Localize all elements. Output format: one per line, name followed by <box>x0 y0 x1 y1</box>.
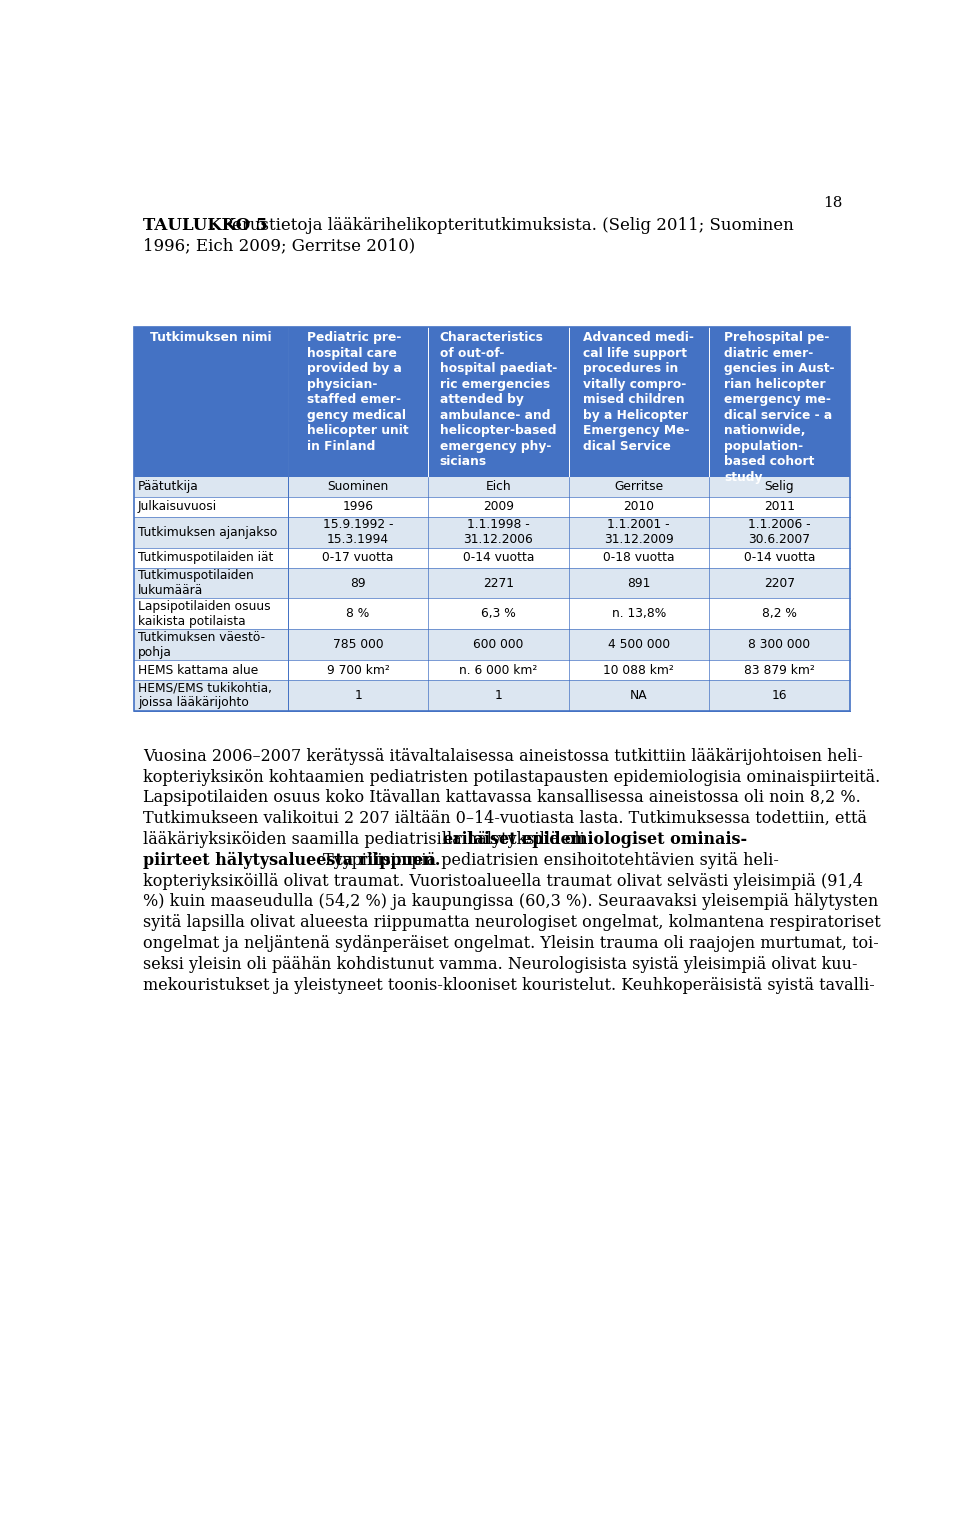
Text: 1: 1 <box>494 689 502 701</box>
Text: 1996: 1996 <box>343 500 373 513</box>
Bar <box>134 517 850 548</box>
Text: kopteriyksiкöillä olivat traumat. Vuoristoalueella traumat olivat selvästi yleis: kopteriyksiкöillä olivat traumat. Vuoris… <box>143 872 863 890</box>
Text: Advanced medi-
cal life support
procedures in
vitally compro-
mised children
by : Advanced medi- cal life support procedur… <box>584 332 694 453</box>
Text: Tutkimuksen nimi: Tutkimuksen nimi <box>150 332 272 344</box>
Text: Pediatric pre-
hospital care
provided by a
physician-
staffed emer-
gency medica: Pediatric pre- hospital care provided by… <box>307 332 409 453</box>
Text: kopteriyksiкön kohtaamien pediatristen potilastapausten epidemiologisia ominaisp: kopteriyksiкön kohtaamien pediatristen p… <box>143 769 880 786</box>
Text: mekouristukset ja yleistyneet toonis-klooniset kouristelut. Keuhkoperäisistä syi: mekouristukset ja yleistyneet toonis-klo… <box>143 976 875 993</box>
Text: 1996; Eich 2009; Gerritse 2010): 1996; Eich 2009; Gerritse 2010) <box>143 238 416 255</box>
Text: 4 500 000: 4 500 000 <box>608 639 670 651</box>
Text: 18: 18 <box>824 196 843 210</box>
Text: piirteet hälytysalueesta riippuen.: piirteet hälytysalueesta riippuen. <box>143 852 446 869</box>
Text: seksi yleisin oli päähän kohdistunut vamma. Neurologisista syistä yleisimpiä oli: seksi yleisin oli päähän kohdistunut vam… <box>143 956 857 973</box>
Text: Tutkimuspotilaiden
lukumäärä: Tutkimuspotilaiden lukumäärä <box>138 569 253 597</box>
Text: 0-14 vuotta: 0-14 vuotta <box>463 551 534 565</box>
Text: NA: NA <box>630 689 648 701</box>
Text: 600 000: 600 000 <box>473 639 523 651</box>
Text: 2010: 2010 <box>623 500 655 513</box>
Text: 0-14 vuotta: 0-14 vuotta <box>744 551 815 565</box>
Text: 89: 89 <box>350 577 366 589</box>
Text: 10 088 km²: 10 088 km² <box>604 663 674 677</box>
Text: 785 000: 785 000 <box>333 639 383 651</box>
Text: Vuosina 2006–2007 kerätyssä itävaltalaisessa aineistossa tutkittiin lääkärijohto: Vuosina 2006–2007 kerätyssä itävaltalais… <box>143 748 863 764</box>
Text: n. 6 000 km²: n. 6 000 km² <box>459 663 538 677</box>
Text: Selig: Selig <box>765 480 794 493</box>
Text: Päätutkija: Päätutkija <box>138 480 199 493</box>
Bar <box>134 660 850 680</box>
Bar <box>134 548 850 568</box>
Text: ongelmat ja neljäntenä sydänperäiset ongelmat. Yleisin trauma oli raajojen murtu: ongelmat ja neljäntenä sydänperäiset ong… <box>143 935 879 952</box>
Text: HEMS kattama alue: HEMS kattama alue <box>138 663 258 677</box>
Text: 15.9.1992 -
15.3.1994: 15.9.1992 - 15.3.1994 <box>323 519 394 546</box>
Text: Tyypillisimpiä pediatrisien ensihoitotehtävien syitä heli-: Tyypillisimpiä pediatrisien ensihoitoteh… <box>323 852 779 869</box>
Text: %) kuin maaseudulla (54,2 %) ja kaupungissa (60,3 %). Seuraavaksi yleisempiä häl: %) kuin maaseudulla (54,2 %) ja kaupungi… <box>143 893 878 910</box>
Text: Suominen: Suominen <box>327 480 389 493</box>
Text: 83 879 km²: 83 879 km² <box>744 663 815 677</box>
Text: 0-18 vuotta: 0-18 vuotta <box>603 551 675 565</box>
Bar <box>134 477 850 497</box>
Bar <box>134 680 850 711</box>
Text: HEMS/EMS tukikohtia,
joissa lääkärijohto: HEMS/EMS tukikohtia, joissa lääkärijohto <box>138 682 272 709</box>
Bar <box>134 629 850 660</box>
Text: Tutkimuspotilaiden iät: Tutkimuspotilaiden iät <box>138 551 274 565</box>
Text: 8 %: 8 % <box>347 608 370 620</box>
Text: Tutkimuksen väestö-
pohja: Tutkimuksen väestö- pohja <box>138 631 265 659</box>
Bar <box>134 327 850 477</box>
Text: 1.1.2001 -
31.12.2009: 1.1.2001 - 31.12.2009 <box>604 519 674 546</box>
Text: 8 300 000: 8 300 000 <box>749 639 810 651</box>
Text: 2011: 2011 <box>764 500 795 513</box>
Text: Julkaisuvuosi: Julkaisuvuosi <box>138 500 217 513</box>
Text: Lapsipotilaiden osuus koko Itävallan kattavassa kansallisessa aineistossa oli no: Lapsipotilaiden osuus koko Itävallan kat… <box>143 789 861 806</box>
Text: 1.1.2006 -
30.6.2007: 1.1.2006 - 30.6.2007 <box>748 519 811 546</box>
Text: . Perustietoja lääkärihelikopteritutkimuksista. (Selig 2011; Suominen: . Perustietoja lääkärihelikopteritutkimu… <box>211 218 794 235</box>
Text: Gerritse: Gerritse <box>614 480 663 493</box>
Bar <box>134 568 850 599</box>
Text: 1: 1 <box>354 689 362 701</box>
Bar <box>134 599 850 629</box>
Text: 16: 16 <box>772 689 787 701</box>
Text: 2207: 2207 <box>764 577 795 589</box>
Text: 9 700 km²: 9 700 km² <box>326 663 390 677</box>
Text: TAULUKKO 5: TAULUKKO 5 <box>143 218 268 235</box>
Text: lääkäriyksiкöiden saamilla pediatrisilla hälytyksillä oli: lääkäriyksiкöiden saamilla pediatrisilla… <box>143 830 590 847</box>
Text: 0-17 vuotta: 0-17 vuotta <box>323 551 394 565</box>
Text: 2009: 2009 <box>483 500 514 513</box>
Text: 8,2 %: 8,2 % <box>762 608 797 620</box>
Text: syitä lapsilla olivat alueesta riippumatta neurologiset ongelmat, kolmantena res: syitä lapsilla olivat alueesta riippumat… <box>143 915 881 932</box>
Text: n. 13,8%: n. 13,8% <box>612 608 666 620</box>
Text: Tutkimukseen valikoitui 2 207 iältään 0–14-vuotiasta lasta. Tutkimuksessa todett: Tutkimukseen valikoitui 2 207 iältään 0–… <box>143 810 867 827</box>
Text: 891: 891 <box>627 577 651 589</box>
Text: Lapsipotilaiden osuus
kaikista potilaista: Lapsipotilaiden osuus kaikista potilaist… <box>138 600 271 628</box>
Text: 1.1.1998 -
31.12.2006: 1.1.1998 - 31.12.2006 <box>464 519 534 546</box>
Text: Characteristics
of out-of-
hospital paediat-
ric emergencies
attended by
ambulan: Characteristics of out-of- hospital paed… <box>440 332 557 468</box>
Bar <box>134 497 850 517</box>
Bar <box>134 327 850 711</box>
Text: Tutkimuksen ajanjakso: Tutkimuksen ajanjakso <box>138 527 277 539</box>
Text: Eich: Eich <box>486 480 512 493</box>
Text: 6,3 %: 6,3 % <box>481 608 516 620</box>
Text: erilaiset epidemiologiset ominais-: erilaiset epidemiologiset ominais- <box>444 830 747 847</box>
Text: 2271: 2271 <box>483 577 514 589</box>
Text: Prehospital pe-
diatric emer-
gencies in Aust-
rian helicopter
emergency me-
dic: Prehospital pe- diatric emer- gencies in… <box>724 332 835 484</box>
